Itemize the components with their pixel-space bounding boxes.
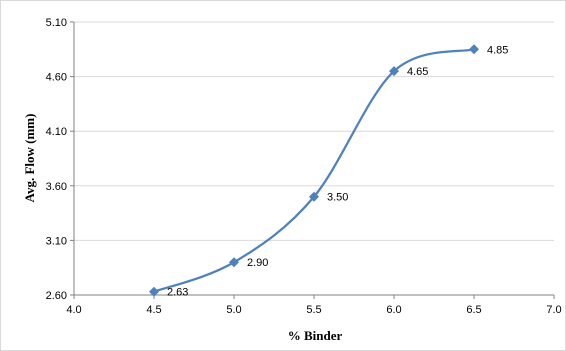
series-layer: 2.63 2.90 3.50 4.65 4.85 <box>149 44 508 299</box>
y-axis-ticks: 2.60 3.10 3.60 4.10 4.60 5.10 <box>46 17 74 302</box>
y-tick-label: 5.10 <box>46 17 67 29</box>
data-label: 4.65 <box>407 66 428 78</box>
y-tick-label: 4.60 <box>46 72 67 84</box>
data-point-marker <box>149 286 159 297</box>
x-tick-label: 4.0 <box>66 304 81 316</box>
x-tick-label: 6.5 <box>466 304 481 316</box>
data-point-marker <box>389 66 399 77</box>
data-point-marker <box>309 191 319 202</box>
x-tick-label: 7.0 <box>546 304 561 316</box>
data-label: 2.63 <box>167 287 188 299</box>
y-tick-label: 3.10 <box>46 235 67 247</box>
x-tick-label: 5.5 <box>306 304 321 316</box>
y-axis-title: Avg. Flow (mm) <box>22 114 37 203</box>
y-tick-label: 3.60 <box>46 181 67 193</box>
x-tick-label: 5.0 <box>226 304 241 316</box>
x-tick-label: 6.0 <box>386 304 401 316</box>
x-axis-title: % Binder <box>288 328 343 343</box>
x-axis-ticks: 4.0 4.5 5.0 5.5 6.0 6.5 7.0 <box>66 295 562 316</box>
x-tick-label: 4.5 <box>146 304 161 316</box>
y-tick-label: 2.60 <box>46 290 67 302</box>
data-label: 3.50 <box>327 192 348 204</box>
data-point-marker <box>229 257 239 268</box>
y-tick-label: 4.10 <box>46 126 67 138</box>
data-point-marker <box>469 44 479 55</box>
data-label: 2.90 <box>247 257 268 269</box>
data-label: 4.85 <box>487 44 508 56</box>
